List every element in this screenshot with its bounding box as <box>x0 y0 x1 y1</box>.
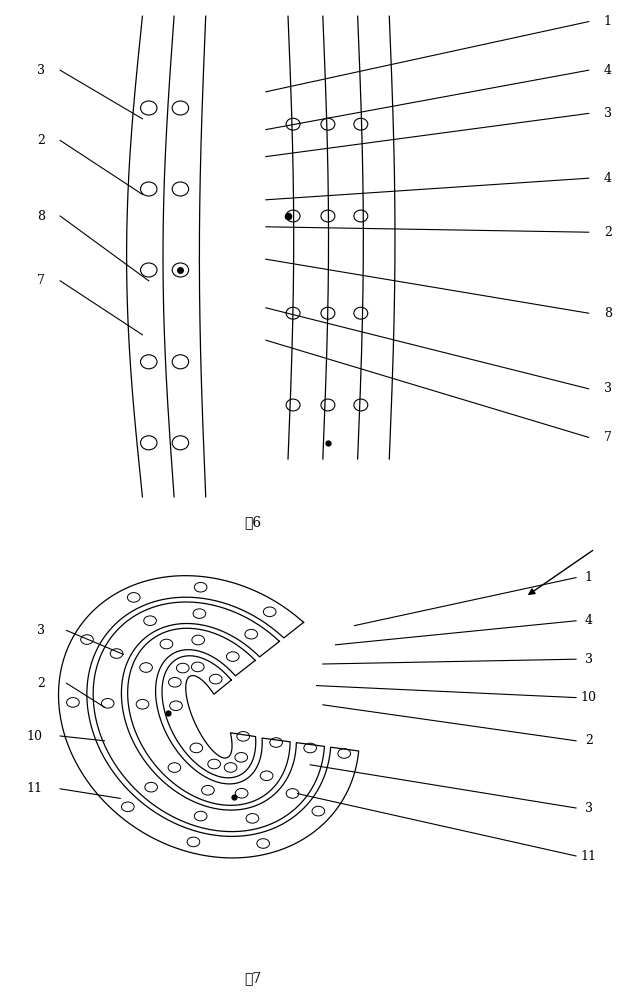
Text: 4: 4 <box>604 64 611 77</box>
Text: 4: 4 <box>585 614 592 627</box>
Text: 7: 7 <box>37 274 45 287</box>
Text: 3: 3 <box>585 802 592 814</box>
Text: 10: 10 <box>580 691 597 704</box>
Text: 11: 11 <box>580 850 597 862</box>
Text: 图7: 图7 <box>244 972 262 986</box>
Text: 3: 3 <box>604 382 611 395</box>
Text: 图6: 图6 <box>244 515 262 529</box>
Text: 8: 8 <box>604 307 611 320</box>
Text: 3: 3 <box>37 64 45 77</box>
Text: 11: 11 <box>27 782 43 795</box>
Text: 3: 3 <box>585 653 592 666</box>
Text: 4: 4 <box>604 172 611 185</box>
Text: 2: 2 <box>37 677 45 690</box>
Text: 8: 8 <box>37 210 45 223</box>
Text: 1: 1 <box>604 15 611 28</box>
Text: 2: 2 <box>37 134 45 147</box>
Text: 2: 2 <box>585 734 592 747</box>
Text: 3: 3 <box>604 107 611 120</box>
Text: 1: 1 <box>585 571 592 584</box>
Text: 3: 3 <box>37 624 45 637</box>
Text: 7: 7 <box>604 431 611 444</box>
Text: 10: 10 <box>27 730 43 742</box>
Text: 2: 2 <box>604 226 611 239</box>
